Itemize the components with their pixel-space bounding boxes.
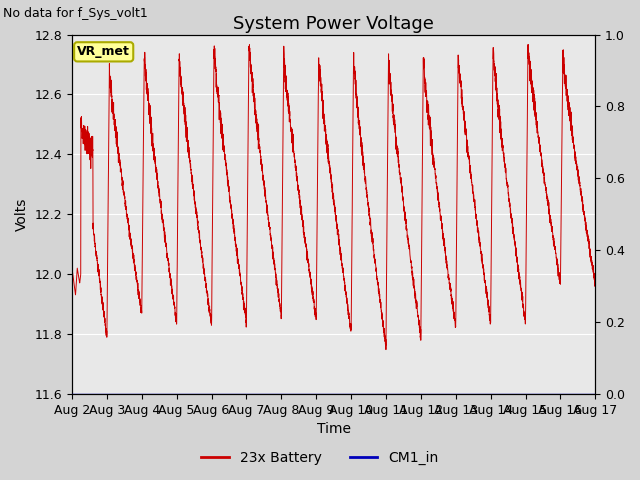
Legend: 23x Battery, CM1_in: 23x Battery, CM1_in (196, 445, 444, 471)
Text: VR_met: VR_met (77, 45, 130, 59)
Text: No data for f_Sys_volt1: No data for f_Sys_volt1 (3, 7, 148, 20)
X-axis label: Time: Time (317, 422, 351, 436)
Title: System Power Voltage: System Power Voltage (233, 15, 434, 33)
Y-axis label: Volts: Volts (15, 198, 29, 231)
